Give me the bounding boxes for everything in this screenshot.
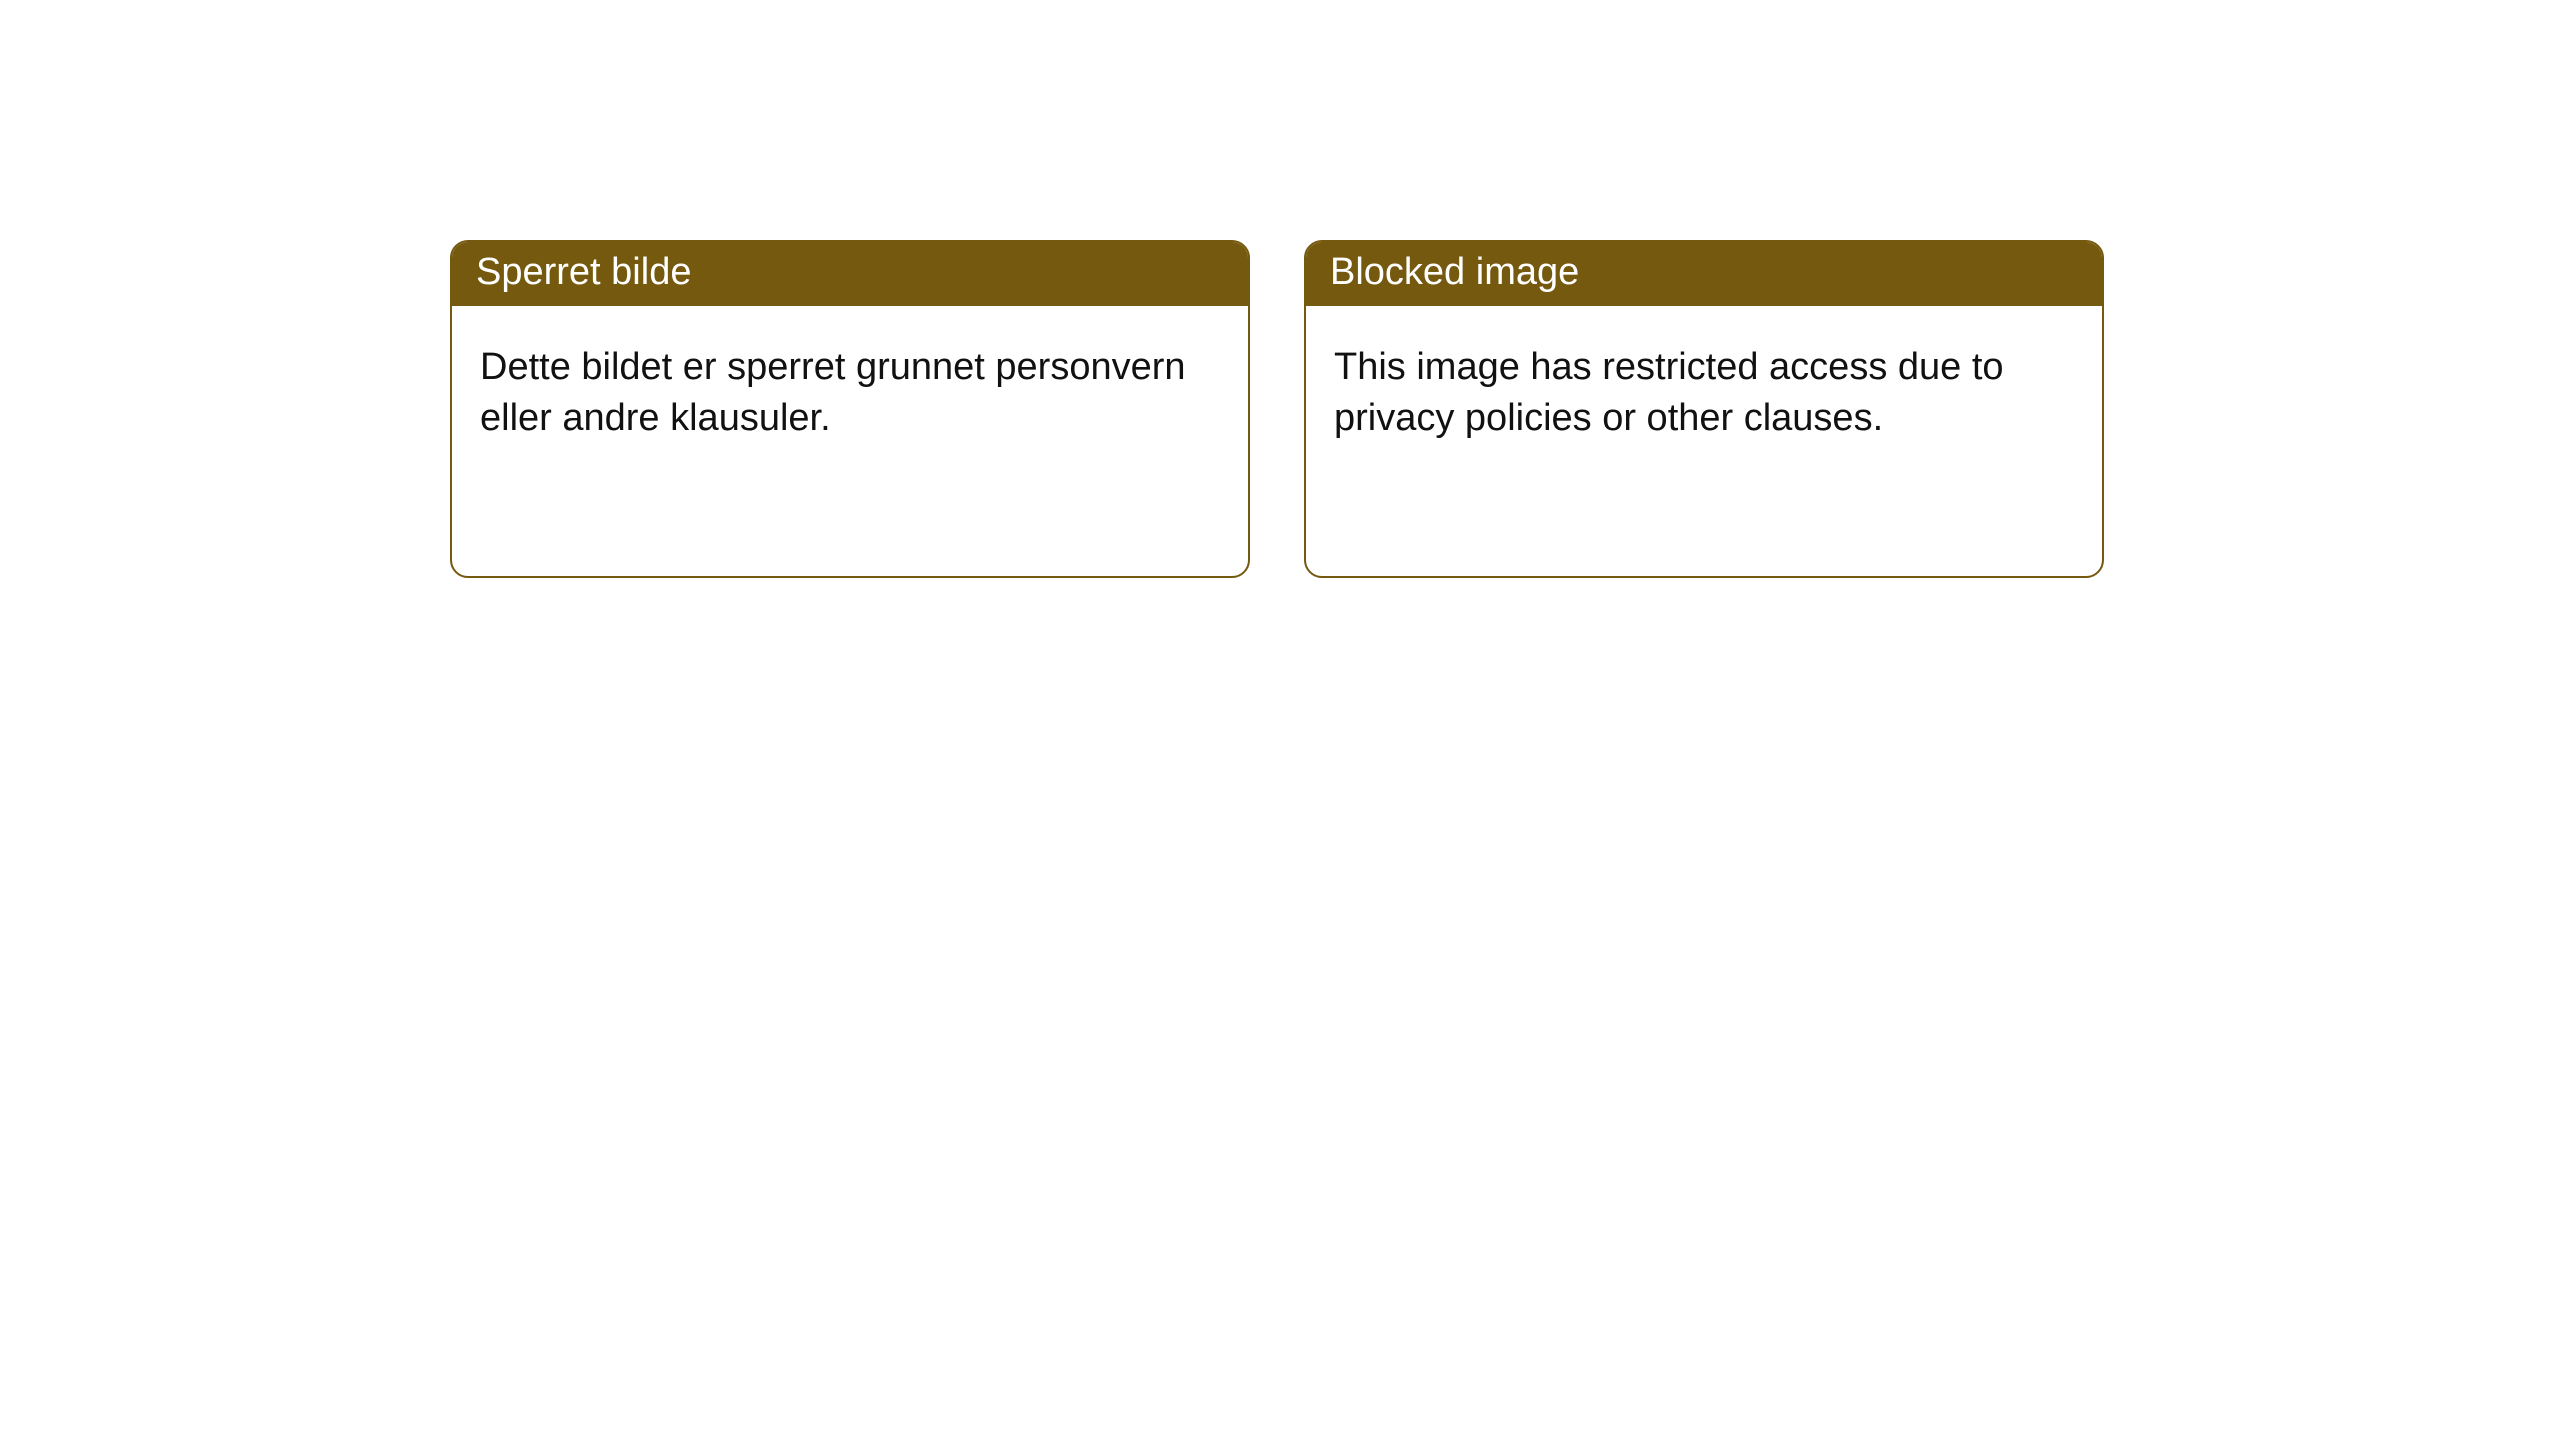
card-english: Blocked image This image has restricted …	[1304, 240, 2104, 578]
card-body: Dette bildet er sperret grunnet personve…	[452, 306, 1248, 576]
card-text: This image has restricted access due to …	[1334, 342, 2074, 445]
cards-row: Sperret bilde Dette bildet er sperret gr…	[0, 0, 2560, 578]
card-norwegian: Sperret bilde Dette bildet er sperret gr…	[450, 240, 1250, 578]
card-title: Sperret bilde	[476, 251, 691, 293]
card-body: This image has restricted access due to …	[1306, 306, 2102, 576]
card-header: Sperret bilde	[452, 242, 1248, 306]
card-text: Dette bildet er sperret grunnet personve…	[480, 342, 1220, 445]
card-title: Blocked image	[1330, 251, 1579, 293]
card-header: Blocked image	[1306, 242, 2102, 306]
